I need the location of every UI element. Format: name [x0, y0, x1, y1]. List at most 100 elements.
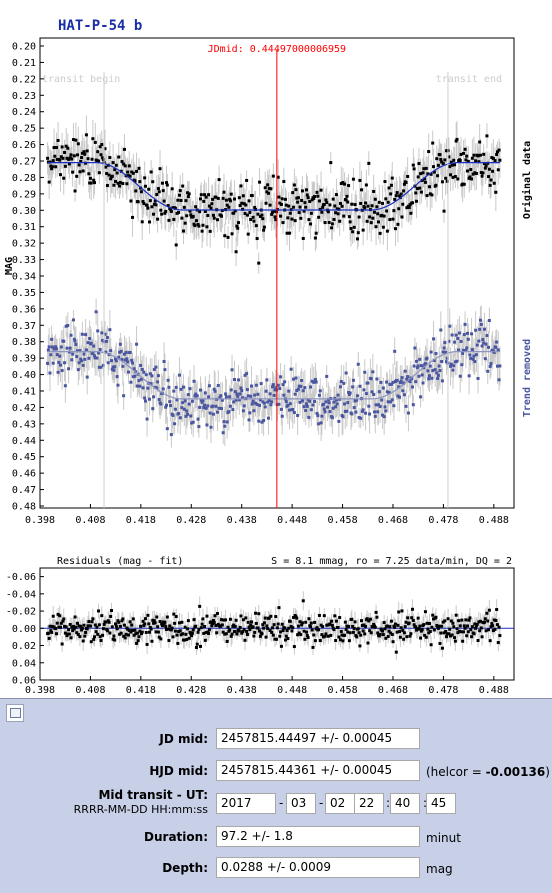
original-data-point — [261, 217, 265, 221]
hour-field[interactable]: 22 — [354, 793, 384, 814]
trend-removed-point — [447, 339, 451, 343]
trend-removed-point — [475, 343, 479, 347]
original-data-point — [266, 191, 270, 195]
residual-point — [92, 635, 96, 639]
original-data-point — [320, 210, 324, 214]
minute-field[interactable]: 40 — [390, 793, 420, 814]
trend-removed-point — [180, 406, 184, 410]
x-tick-label: 0.468 — [378, 515, 408, 526]
original-data-point — [394, 227, 397, 231]
depth-field[interactable]: 0.0288 +/- 0.0009 — [216, 857, 420, 878]
residual-point — [166, 627, 170, 631]
trend-removed-point — [222, 420, 226, 424]
residual-point — [430, 625, 434, 629]
residual-point — [306, 636, 310, 640]
original-data-point — [415, 199, 419, 203]
trend-removed-point — [177, 373, 181, 377]
residual-point — [167, 639, 171, 643]
trend-removed-point — [487, 319, 491, 323]
trend-removed-point — [402, 381, 406, 385]
trend-removed-point — [232, 377, 236, 381]
residual-point — [299, 633, 303, 637]
original-data-point — [411, 163, 415, 167]
original-data-point — [310, 198, 314, 202]
trend-removed-point — [426, 369, 430, 373]
original-data-point — [232, 211, 236, 215]
year-field[interactable]: 2017 — [216, 793, 276, 814]
y-tick-label: 0.43 — [12, 419, 36, 430]
original-data-point — [160, 212, 164, 216]
residual-point — [75, 631, 79, 635]
residual-point — [219, 624, 223, 628]
x-tick-label: 0.428 — [176, 515, 206, 526]
y-tick-label: 0.47 — [12, 485, 36, 496]
residual-point — [198, 644, 202, 648]
second-field[interactable]: 45 — [426, 793, 456, 814]
original-data-point — [249, 218, 253, 222]
original-data-point — [468, 175, 472, 179]
residual-point — [434, 615, 438, 619]
trend-removed-point — [334, 405, 338, 409]
jd-mid-field[interactable]: 2457815.44497 +/- 0.00045 — [216, 728, 420, 749]
trend-removed-point — [165, 403, 169, 407]
trend-removed-point — [83, 357, 87, 361]
original-data-point — [137, 166, 141, 170]
original-data-point — [76, 153, 80, 157]
original-data-point — [449, 173, 453, 177]
original-data-point — [46, 156, 50, 160]
original-data-point — [351, 177, 355, 181]
trend-removed-point — [398, 381, 402, 385]
duration-label: Duration: — [144, 830, 208, 844]
residual-point — [273, 637, 277, 641]
duration-field[interactable]: 97.2 +/- 1.8 — [216, 826, 420, 847]
residual-point — [114, 624, 118, 628]
trend-removed-point — [101, 338, 105, 342]
day-field[interactable]: 02 — [325, 793, 355, 814]
hjd-mid-field[interactable]: 2457815.44361 +/- 0.00045 — [216, 760, 420, 781]
residual-point — [396, 623, 400, 627]
residual-point — [234, 618, 238, 622]
trend-removed-point — [150, 374, 154, 378]
residual-point — [497, 625, 501, 629]
residual-point — [423, 633, 427, 637]
original-data-point — [477, 160, 481, 164]
original-data-point — [327, 220, 331, 224]
trend-removed-point — [116, 383, 120, 387]
residual-point — [62, 617, 66, 621]
export-icon[interactable] — [6, 704, 24, 722]
residual-point — [132, 633, 136, 637]
residual-point — [438, 641, 442, 645]
trend-removed-point — [431, 369, 435, 373]
residual-point — [115, 627, 119, 631]
residual-point — [226, 625, 230, 629]
trend-removed-point — [269, 403, 273, 407]
trend-removed-point — [483, 327, 487, 331]
trend-removed-point — [399, 379, 403, 383]
residual-point — [315, 626, 319, 630]
residual-point — [289, 624, 293, 628]
trend-removed-point — [381, 413, 385, 417]
trend-removed-point — [309, 385, 313, 389]
residual-point — [88, 624, 92, 628]
trend-removed-point — [453, 340, 457, 344]
original-data-point — [245, 178, 249, 182]
residual-point — [56, 612, 60, 616]
original-data-point — [483, 166, 487, 170]
original-data-point — [107, 173, 111, 177]
original-data-point — [197, 224, 201, 228]
helcor-prefix: (helcor = — [426, 765, 486, 779]
trend-removed-point — [478, 327, 482, 331]
original-data-point — [72, 154, 76, 158]
residual-point — [324, 632, 328, 636]
residual-point — [376, 631, 380, 635]
residual-point — [89, 640, 93, 644]
month-field[interactable]: 03 — [286, 793, 316, 814]
original-data-point — [378, 231, 382, 235]
residual-point — [126, 633, 130, 637]
residual-point — [410, 616, 414, 620]
trend-removed-point — [178, 416, 182, 420]
original-data-point — [239, 184, 243, 188]
residual-point — [172, 612, 176, 616]
trend-removed-point — [265, 378, 269, 382]
original-data-point — [241, 207, 245, 211]
